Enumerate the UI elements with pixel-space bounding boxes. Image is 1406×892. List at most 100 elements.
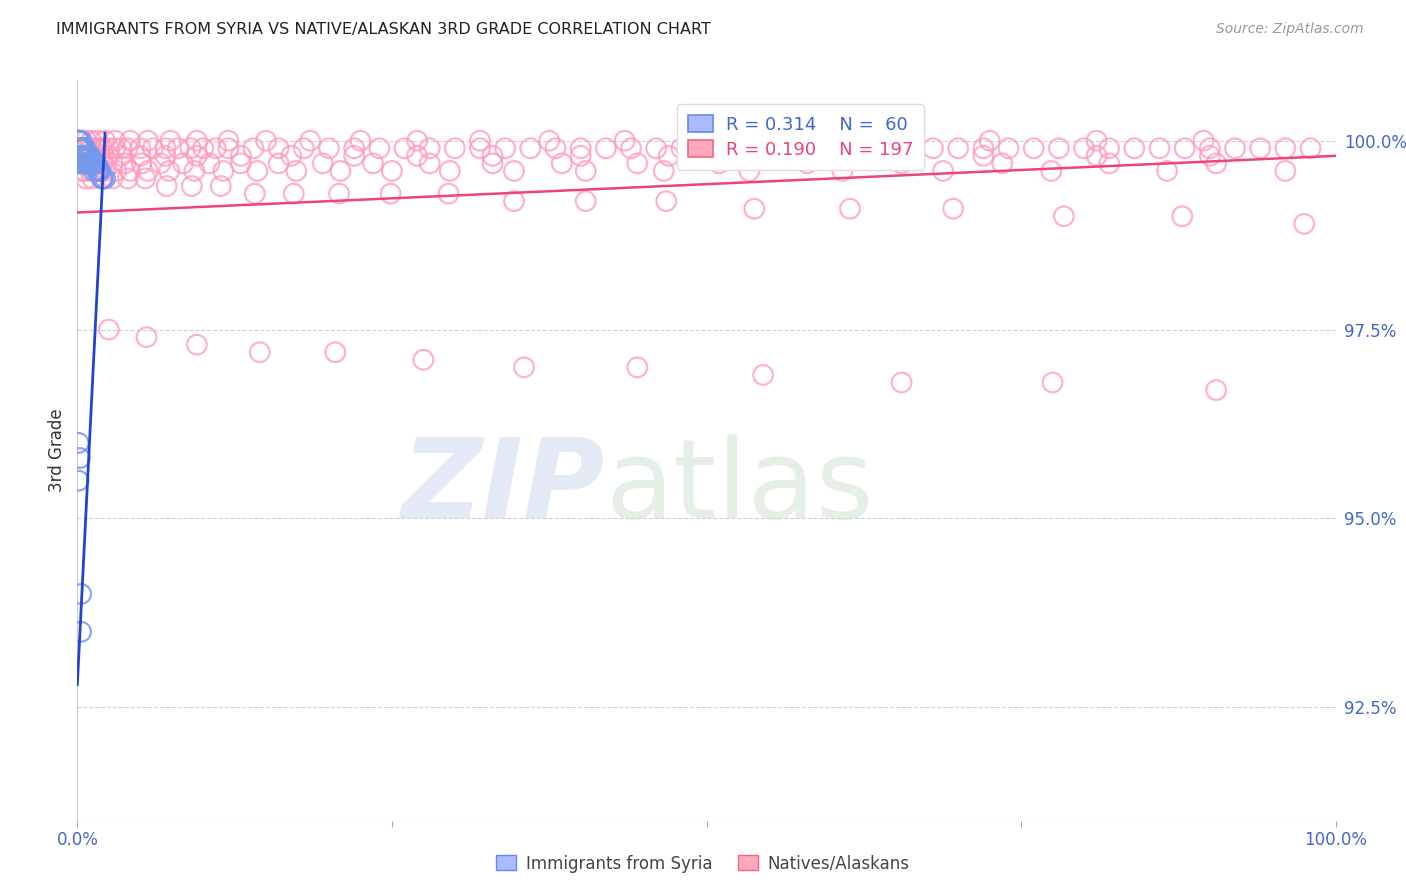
Point xyxy=(1098,141,1121,155)
Point xyxy=(77,156,100,170)
Point xyxy=(343,149,366,163)
Point xyxy=(70,134,93,148)
Point xyxy=(97,149,120,163)
Text: Source: ZipAtlas.com: Source: ZipAtlas.com xyxy=(1216,22,1364,37)
Point xyxy=(1149,141,1171,155)
Point xyxy=(73,164,96,178)
Point xyxy=(267,141,290,155)
Point xyxy=(1073,141,1095,155)
Point xyxy=(671,141,693,155)
Point xyxy=(1299,141,1322,155)
Point xyxy=(72,141,94,155)
Point xyxy=(323,345,346,359)
Point xyxy=(89,149,111,163)
Point xyxy=(159,134,181,148)
Point xyxy=(84,156,107,170)
Point xyxy=(877,134,900,148)
Point xyxy=(79,141,101,155)
Point xyxy=(1022,141,1045,155)
Point xyxy=(82,156,104,170)
Point xyxy=(104,141,127,155)
Point xyxy=(180,179,202,194)
Point xyxy=(79,149,101,163)
Point xyxy=(84,164,107,178)
Point xyxy=(267,156,290,170)
Point xyxy=(503,164,526,178)
Point xyxy=(349,134,371,148)
Point xyxy=(79,156,101,170)
Point xyxy=(626,360,648,375)
Point xyxy=(69,141,91,155)
Point xyxy=(104,134,127,148)
Point xyxy=(997,141,1019,155)
Point xyxy=(292,141,315,155)
Point xyxy=(1053,209,1076,223)
Point xyxy=(77,149,100,163)
Point xyxy=(312,156,335,170)
Point xyxy=(97,322,120,336)
Point xyxy=(94,134,117,148)
Point xyxy=(796,141,818,155)
Legend: Immigrants from Syria, Natives/Alaskans: Immigrants from Syria, Natives/Alaskans xyxy=(489,848,917,880)
Point xyxy=(72,149,94,163)
Point xyxy=(329,164,352,178)
Point xyxy=(82,149,104,163)
Point xyxy=(620,141,643,155)
Point xyxy=(82,156,104,170)
Point xyxy=(73,141,96,155)
Point xyxy=(1205,156,1227,170)
Point xyxy=(72,156,94,170)
Point xyxy=(105,164,128,178)
Point xyxy=(254,134,277,148)
Point xyxy=(932,164,955,178)
Point xyxy=(69,141,91,155)
Point xyxy=(67,156,90,170)
Point xyxy=(707,156,730,170)
Point xyxy=(1098,156,1121,170)
Point xyxy=(821,141,844,155)
Point xyxy=(979,134,1001,148)
Point xyxy=(652,164,675,178)
Y-axis label: 3rd Grade: 3rd Grade xyxy=(48,409,66,492)
Point xyxy=(183,164,205,178)
Point xyxy=(72,149,94,163)
Point xyxy=(73,149,96,163)
Point xyxy=(67,134,90,148)
Point xyxy=(186,149,208,163)
Point xyxy=(135,330,157,344)
Point xyxy=(890,156,912,170)
Point xyxy=(72,156,94,170)
Point xyxy=(212,164,235,178)
Point xyxy=(1171,209,1194,223)
Point xyxy=(101,156,124,170)
Point xyxy=(73,141,96,155)
Point xyxy=(84,156,107,170)
Point xyxy=(72,134,94,148)
Point xyxy=(91,141,114,155)
Point xyxy=(1047,141,1070,155)
Text: atlas: atlas xyxy=(606,434,875,541)
Point xyxy=(82,171,104,186)
Point xyxy=(76,149,98,163)
Point xyxy=(246,164,269,178)
Point xyxy=(972,149,994,163)
Point xyxy=(872,141,894,155)
Point xyxy=(217,134,239,148)
Point xyxy=(406,149,429,163)
Point xyxy=(942,202,965,216)
Point xyxy=(419,141,441,155)
Point xyxy=(69,149,91,163)
Point xyxy=(94,164,117,178)
Point xyxy=(575,164,598,178)
Point xyxy=(204,141,226,155)
Point xyxy=(156,179,179,194)
Point xyxy=(1274,164,1296,178)
Point xyxy=(72,149,94,163)
Point xyxy=(1156,164,1178,178)
Point xyxy=(114,156,136,170)
Point xyxy=(468,141,491,155)
Point xyxy=(922,141,945,155)
Point xyxy=(142,141,165,155)
Point xyxy=(1123,141,1146,155)
Point xyxy=(696,141,718,155)
